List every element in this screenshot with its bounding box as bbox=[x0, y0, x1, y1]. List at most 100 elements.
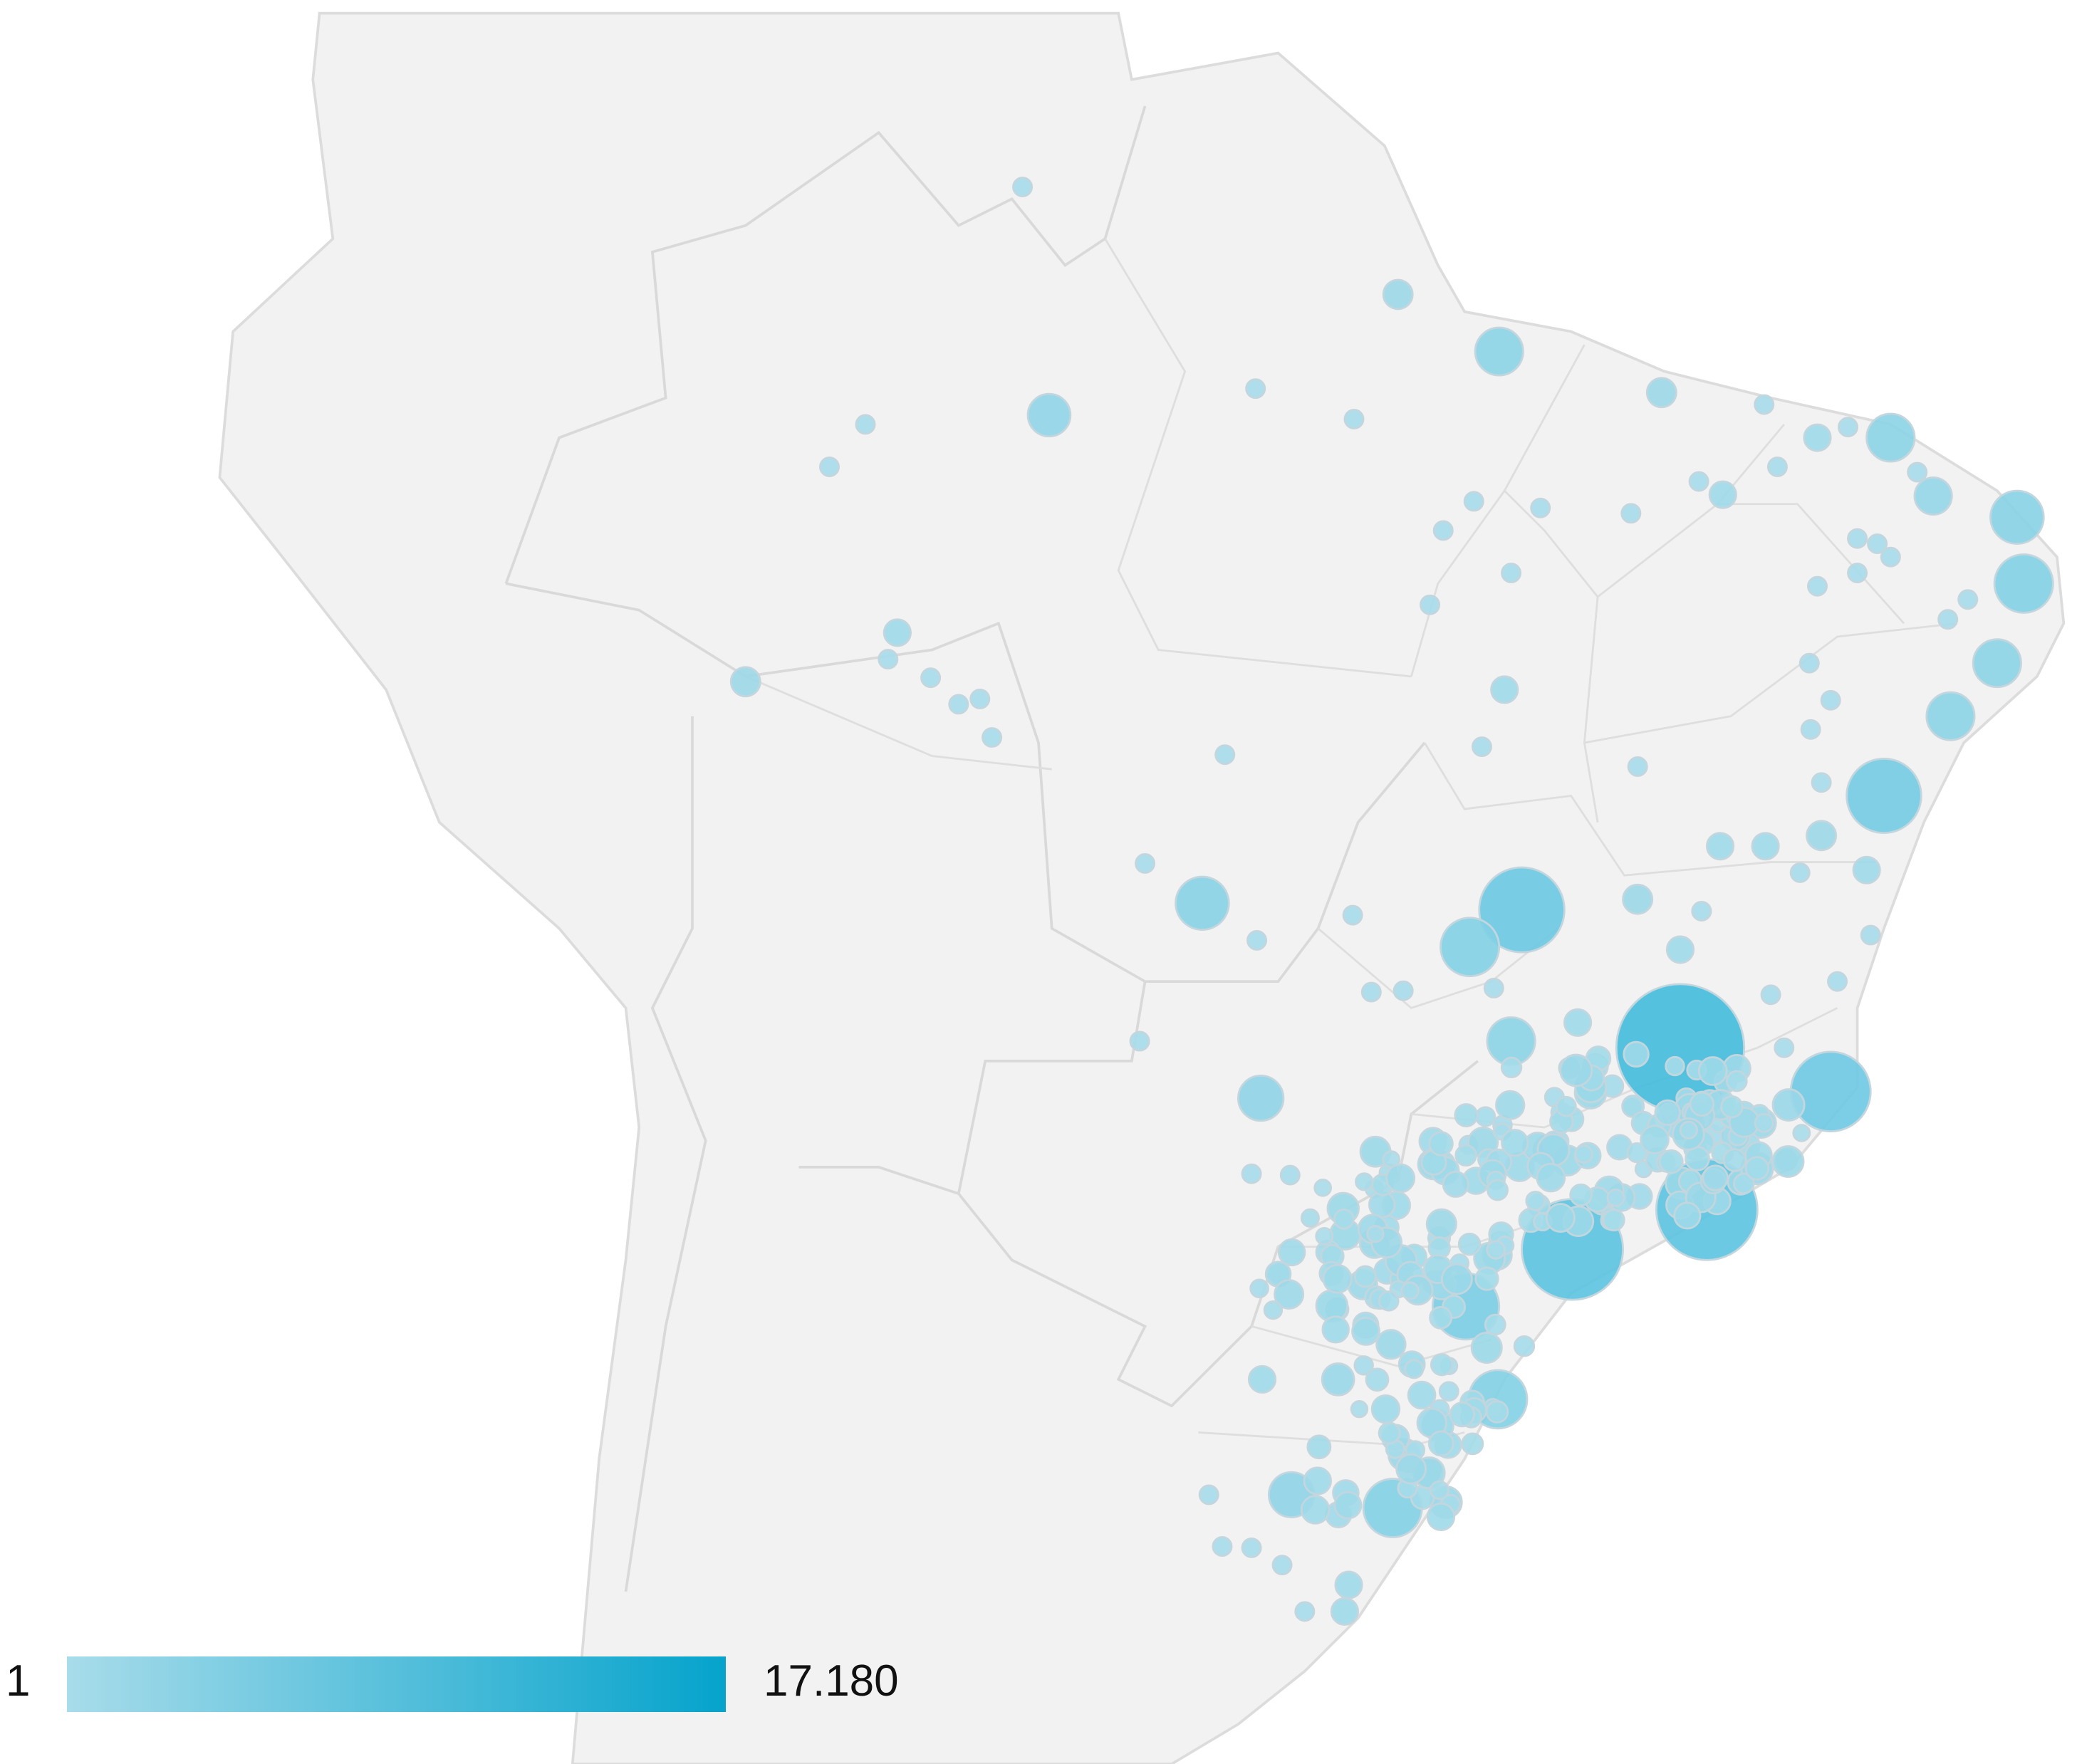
city-bubble[interactable] bbox=[1860, 924, 1881, 946]
city-bubble[interactable] bbox=[1355, 1172, 1374, 1191]
city-bubble[interactable] bbox=[1343, 409, 1365, 429]
city-bubble[interactable] bbox=[1442, 1171, 1469, 1198]
city-bubble[interactable] bbox=[1751, 832, 1780, 861]
city-bubble[interactable] bbox=[1774, 1037, 1795, 1058]
city-bubble[interactable] bbox=[1241, 1537, 1262, 1558]
city-bubble[interactable] bbox=[878, 649, 899, 670]
city-bubble[interactable] bbox=[1300, 1495, 1331, 1525]
city-bubble[interactable] bbox=[1440, 917, 1501, 978]
city-bubble[interactable] bbox=[1263, 1300, 1284, 1320]
city-bubble[interactable] bbox=[1803, 423, 1832, 452]
city-bubble[interactable] bbox=[1012, 177, 1034, 198]
city-bubble[interactable] bbox=[1645, 377, 1677, 409]
city-bubble[interactable] bbox=[1490, 675, 1519, 704]
city-bubble[interactable] bbox=[1702, 1164, 1729, 1191]
city-bubble[interactable] bbox=[1175, 875, 1230, 931]
city-bubble[interactable] bbox=[1395, 1453, 1427, 1485]
city-bubble[interactable] bbox=[1865, 412, 1916, 463]
city-bubble[interactable] bbox=[1474, 1266, 1499, 1291]
city-bubble[interactable] bbox=[1306, 1434, 1332, 1460]
city-bubble[interactable] bbox=[1847, 563, 1868, 583]
city-bubble[interactable] bbox=[1722, 1148, 1747, 1172]
city-bubble[interactable] bbox=[1925, 691, 1976, 741]
city-bubble[interactable] bbox=[1461, 1432, 1484, 1456]
city-bubble[interactable] bbox=[1754, 394, 1775, 415]
city-bubble[interactable] bbox=[1654, 1099, 1681, 1126]
city-bubble[interactable] bbox=[1246, 930, 1268, 951]
city-bubble[interactable] bbox=[1487, 1179, 1509, 1201]
city-bubble[interactable] bbox=[1620, 503, 1642, 524]
city-bubble[interactable] bbox=[1665, 935, 1695, 964]
city-bubble[interactable] bbox=[1470, 1332, 1503, 1364]
city-bubble[interactable] bbox=[969, 689, 991, 709]
city-bubble[interactable] bbox=[1689, 1091, 1714, 1117]
city-bubble[interactable] bbox=[1425, 1208, 1457, 1240]
city-bubble[interactable] bbox=[1500, 1056, 1523, 1079]
city-bubble[interactable] bbox=[1483, 978, 1504, 998]
city-bubble[interactable] bbox=[1135, 852, 1156, 874]
city-bubble[interactable] bbox=[1198, 1484, 1219, 1505]
city-bubble[interactable] bbox=[1957, 589, 1979, 610]
city-bubble[interactable] bbox=[1382, 278, 1414, 310]
city-bubble[interactable] bbox=[1545, 1203, 1576, 1233]
city-bubble[interactable] bbox=[1559, 1053, 1593, 1087]
city-bubble[interactable] bbox=[1989, 489, 2045, 545]
city-bubble[interactable] bbox=[1766, 456, 1788, 478]
city-bubble[interactable] bbox=[1806, 820, 1838, 852]
city-bubble[interactable] bbox=[1478, 866, 1566, 954]
city-bubble[interactable] bbox=[1214, 744, 1236, 766]
city-bubble[interactable] bbox=[1330, 1597, 1360, 1626]
city-bubble[interactable] bbox=[1622, 883, 1654, 915]
city-bubble[interactable] bbox=[1827, 971, 1848, 992]
city-bubble[interactable] bbox=[1847, 528, 1868, 549]
city-bubble[interactable] bbox=[1789, 862, 1811, 883]
city-bubble[interactable] bbox=[1334, 1570, 1363, 1599]
city-bubble[interactable] bbox=[1602, 1209, 1625, 1232]
city-bubble[interactable] bbox=[1279, 1164, 1301, 1186]
city-bubble[interactable] bbox=[1563, 1008, 1593, 1037]
city-bubble[interactable] bbox=[1800, 719, 1821, 740]
city-bubble[interactable] bbox=[1457, 1232, 1482, 1256]
city-bubble[interactable] bbox=[1438, 1381, 1459, 1402]
city-bubble[interactable] bbox=[1501, 563, 1522, 583]
city-bubble[interactable] bbox=[883, 618, 912, 647]
city-bubble[interactable] bbox=[1688, 471, 1709, 492]
city-bubble[interactable] bbox=[1846, 757, 1922, 834]
city-bubble[interactable] bbox=[1705, 832, 1735, 861]
city-bubble[interactable] bbox=[1430, 1480, 1449, 1501]
city-bubble[interactable] bbox=[1708, 480, 1737, 509]
city-bubble[interactable] bbox=[1555, 1095, 1577, 1117]
city-bubble[interactable] bbox=[1754, 1112, 1774, 1133]
city-bubble[interactable] bbox=[1271, 1555, 1293, 1576]
city-bubble[interactable] bbox=[948, 694, 969, 715]
city-bubble[interactable] bbox=[982, 727, 1003, 748]
city-bubble[interactable] bbox=[1237, 1075, 1285, 1122]
city-bubble[interactable] bbox=[1880, 546, 1901, 568]
city-bubble[interactable] bbox=[1427, 1430, 1454, 1457]
city-bubble[interactable] bbox=[1353, 1265, 1377, 1288]
city-bubble[interactable] bbox=[1771, 1088, 1806, 1122]
city-bubble[interactable] bbox=[920, 667, 942, 689]
city-bubble[interactable] bbox=[1838, 417, 1858, 438]
city-bubble[interactable] bbox=[1393, 980, 1414, 1001]
city-bubble[interactable] bbox=[1426, 1502, 1456, 1531]
city-bubble[interactable] bbox=[1820, 689, 1841, 711]
city-bubble[interactable] bbox=[1626, 1142, 1647, 1164]
city-bubble[interactable] bbox=[1807, 575, 1828, 597]
city-bubble[interactable] bbox=[1852, 855, 1881, 884]
city-bubble[interactable] bbox=[1375, 1329, 1407, 1360]
city-bubble[interactable] bbox=[1691, 901, 1712, 922]
city-bubble[interactable] bbox=[1026, 392, 1072, 438]
city-bubble[interactable] bbox=[1495, 1090, 1526, 1120]
city-bubble[interactable] bbox=[1454, 1144, 1477, 1167]
city-bubble[interactable] bbox=[1315, 1226, 1334, 1246]
city-bubble[interactable] bbox=[1449, 1402, 1475, 1428]
city-bubble[interactable] bbox=[1432, 520, 1454, 541]
city-bubble[interactable] bbox=[1679, 1120, 1699, 1139]
city-bubble[interactable] bbox=[1249, 1278, 1269, 1298]
city-bubble[interactable] bbox=[1972, 638, 2022, 689]
city-bubble[interactable] bbox=[1474, 1106, 1496, 1127]
city-bubble[interactable] bbox=[1430, 1353, 1454, 1377]
city-bubble[interactable] bbox=[1274, 1279, 1305, 1310]
city-bubble[interactable] bbox=[1811, 772, 1832, 793]
